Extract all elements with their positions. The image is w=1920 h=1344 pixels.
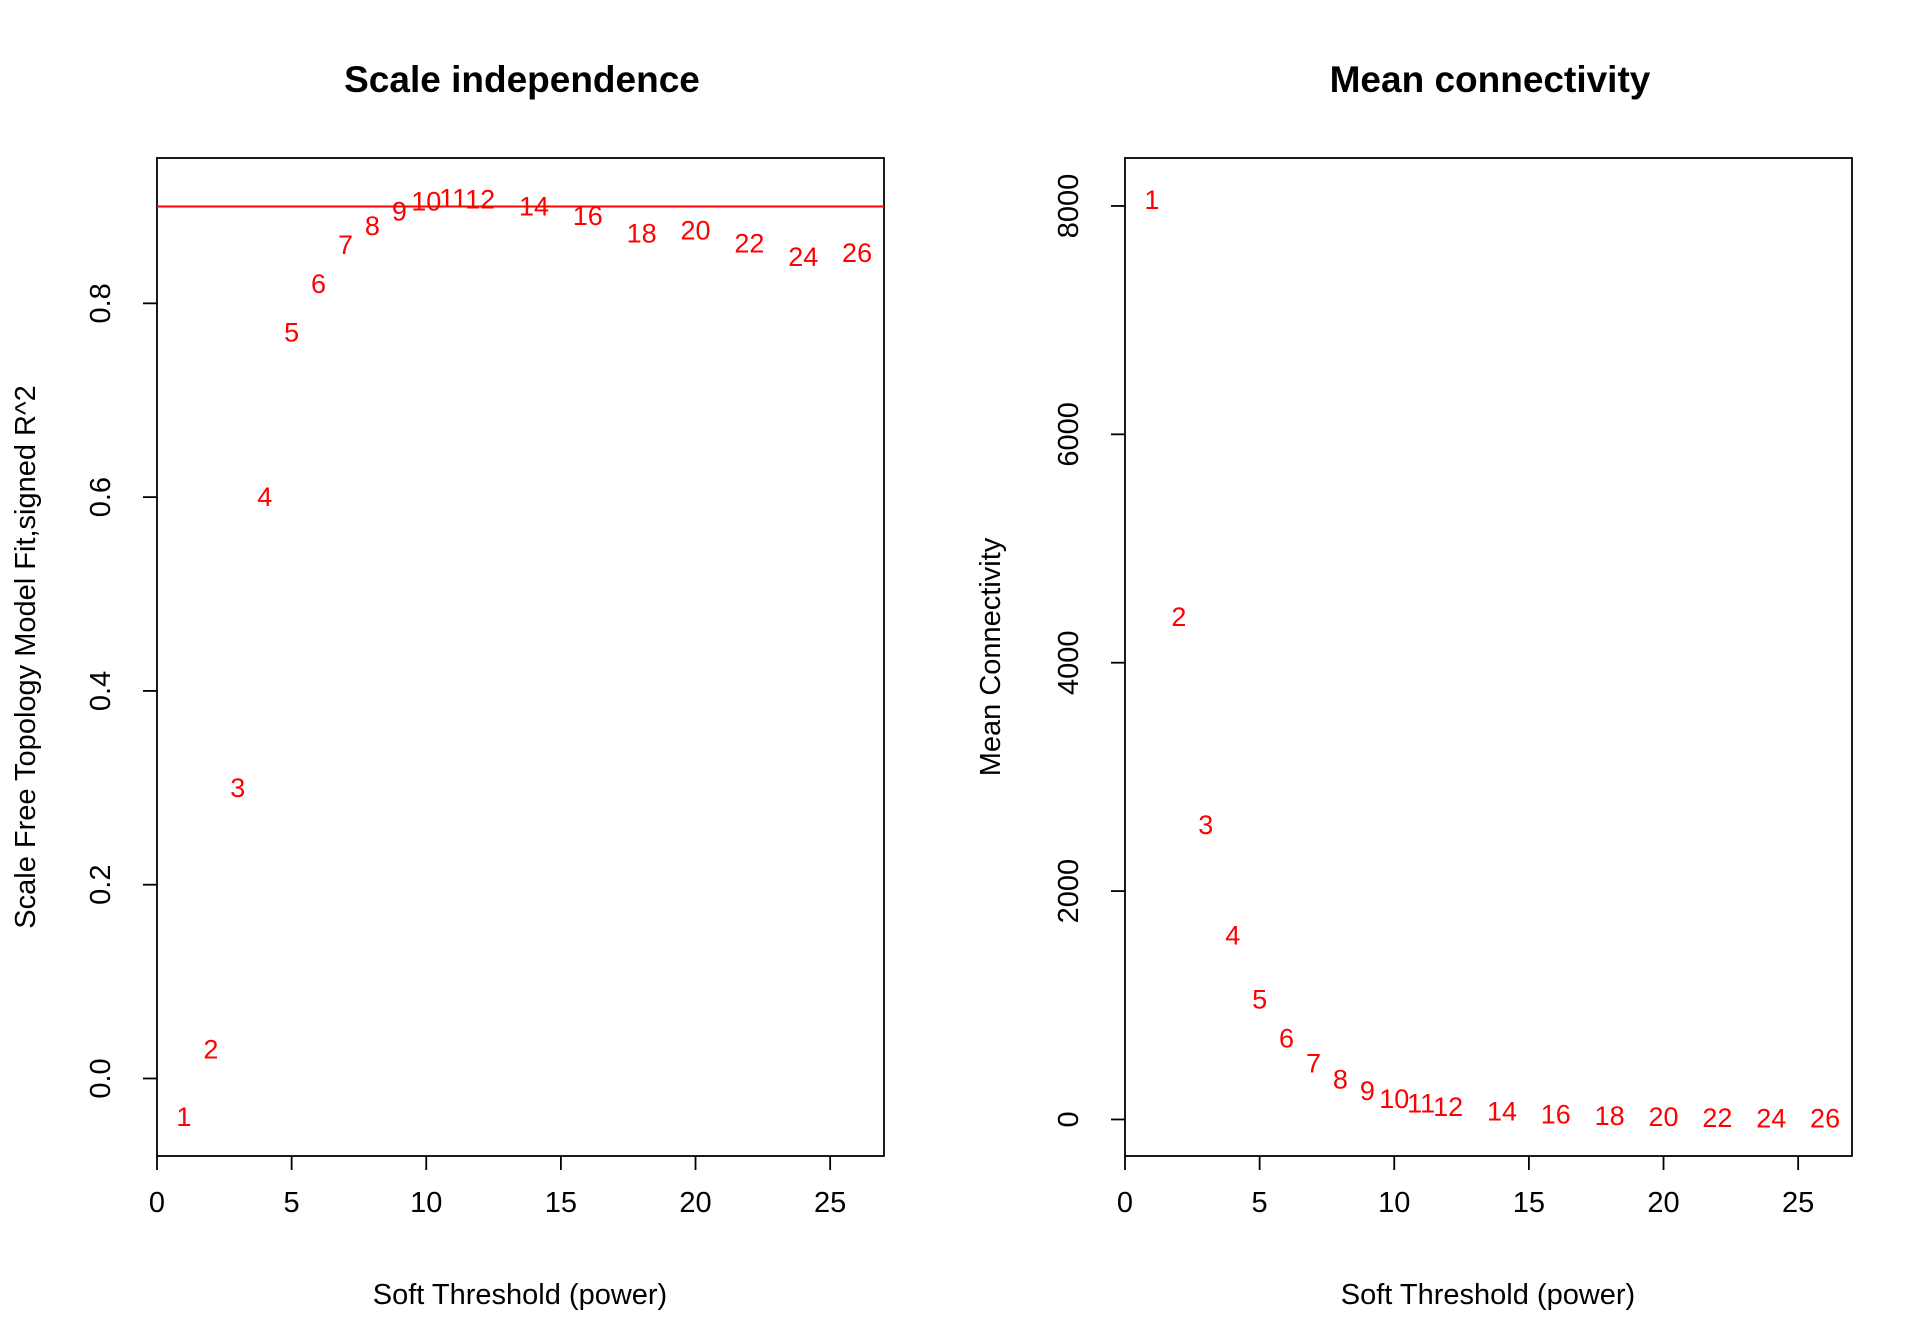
y-axis: 0.0 0.2 0.4 0.6 0.8 bbox=[85, 283, 157, 1099]
y-tick-label: 8000 bbox=[1053, 174, 1085, 239]
data-point-label: 4 bbox=[1225, 921, 1240, 951]
data-point-label: 8 bbox=[365, 211, 380, 241]
y-tick-label: 6000 bbox=[1053, 402, 1085, 467]
data-point-label: 10 bbox=[411, 187, 441, 217]
data-point-label: 2 bbox=[203, 1034, 218, 1064]
data-point-label: 6 bbox=[311, 269, 326, 299]
y-tick-label: 0.6 bbox=[85, 477, 117, 517]
data-point-label: 18 bbox=[627, 219, 657, 249]
x-axis: 0 5 10 15 20 25 bbox=[149, 1156, 846, 1219]
data-point-label: 22 bbox=[1702, 1103, 1732, 1133]
data-point-label: 3 bbox=[1198, 810, 1213, 840]
y-axis-label: Mean Connectivity bbox=[975, 537, 1007, 776]
x-axis-label: Soft Threshold (power) bbox=[373, 1279, 667, 1311]
x-tick-label: 25 bbox=[814, 1187, 846, 1219]
data-point-label: 7 bbox=[338, 230, 353, 260]
data-point-label: 26 bbox=[1810, 1104, 1840, 1134]
data-point-label: 8 bbox=[1333, 1064, 1348, 1094]
x-tick-label: 0 bbox=[1117, 1187, 1133, 1219]
data-point-label: 6 bbox=[1279, 1023, 1294, 1053]
data-point-label: 4 bbox=[257, 482, 272, 512]
x-tick-label: 10 bbox=[410, 1187, 442, 1219]
x-tick-label: 5 bbox=[1252, 1187, 1268, 1219]
data-point-label: 1 bbox=[1144, 185, 1159, 215]
data-point-label: 7 bbox=[1306, 1049, 1321, 1079]
y-tick-label: 0.0 bbox=[85, 1058, 117, 1098]
y-tick-label: 0.4 bbox=[85, 671, 117, 711]
data-point-label: 24 bbox=[1756, 1103, 1786, 1133]
data-point-label: 5 bbox=[1252, 985, 1267, 1015]
y-tick-label: 0.2 bbox=[85, 865, 117, 905]
x-tick-label: 0 bbox=[149, 1187, 165, 1219]
data-point-label: 12 bbox=[1433, 1092, 1463, 1122]
x-tick-label: 20 bbox=[1647, 1187, 1679, 1219]
data-point-label: 2 bbox=[1171, 602, 1186, 632]
mean-connectivity-panel: Mean connectivity 0 5 10 15 20 25 02000400060… bbox=[975, 59, 1853, 1311]
data-point-label: 5 bbox=[284, 317, 299, 347]
scale-independence-panel: Scale independence 0 5 10 15 20 25 0.00.20.40… bbox=[10, 59, 885, 1311]
y-tick-label: 0.8 bbox=[85, 283, 117, 323]
y-tick-label: 4000 bbox=[1053, 630, 1085, 695]
data-point-label: 1 bbox=[176, 1102, 191, 1132]
data-point-label: 3 bbox=[230, 773, 245, 803]
x-tick-label: 20 bbox=[679, 1187, 711, 1219]
data-point-label: 20 bbox=[680, 216, 710, 246]
x-axis-label: Soft Threshold (power) bbox=[1341, 1279, 1635, 1311]
data-point-label: 22 bbox=[734, 228, 764, 258]
y-tick-label: 0 bbox=[1053, 1111, 1085, 1127]
data-point-label: 16 bbox=[1541, 1099, 1571, 1129]
data-point-label: 18 bbox=[1595, 1101, 1625, 1131]
plot-frame bbox=[1124, 157, 1853, 1157]
data-point-label: 16 bbox=[573, 201, 603, 231]
data-point-label: 11 bbox=[1407, 1088, 1435, 1118]
x-tick-label: 5 bbox=[284, 1187, 300, 1219]
data-point-label: 10 bbox=[1379, 1084, 1409, 1114]
plot-frame bbox=[156, 157, 885, 1157]
data-point-label: 20 bbox=[1648, 1102, 1678, 1132]
chart-title: Mean connectivity bbox=[1330, 59, 1651, 100]
y-axis: 0 2000 4000 6000 8000 bbox=[1053, 174, 1125, 1128]
y-tick-label: 2000 bbox=[1053, 859, 1085, 924]
chart-title: Scale independence bbox=[344, 59, 700, 100]
x-tick-label: 10 bbox=[1378, 1187, 1410, 1219]
data-point-label: 12 bbox=[465, 185, 495, 215]
data-point-label: 9 bbox=[392, 196, 407, 226]
data-point-label: 11 bbox=[439, 184, 467, 214]
data-point-label: 14 bbox=[519, 191, 549, 221]
x-tick-label: 15 bbox=[1513, 1187, 1545, 1219]
data-point-label: 26 bbox=[842, 238, 872, 268]
data-point-label: 14 bbox=[1487, 1096, 1517, 1126]
x-axis: 0 5 10 15 20 25 bbox=[1117, 1156, 1814, 1219]
y-axis-label: Scale Free Topology Model Fit,signed R^2 bbox=[10, 385, 42, 928]
data-point-label: 24 bbox=[788, 242, 818, 272]
x-tick-label: 15 bbox=[545, 1187, 577, 1219]
x-tick-label: 25 bbox=[1782, 1187, 1814, 1219]
data-point-label: 9 bbox=[1360, 1076, 1375, 1106]
